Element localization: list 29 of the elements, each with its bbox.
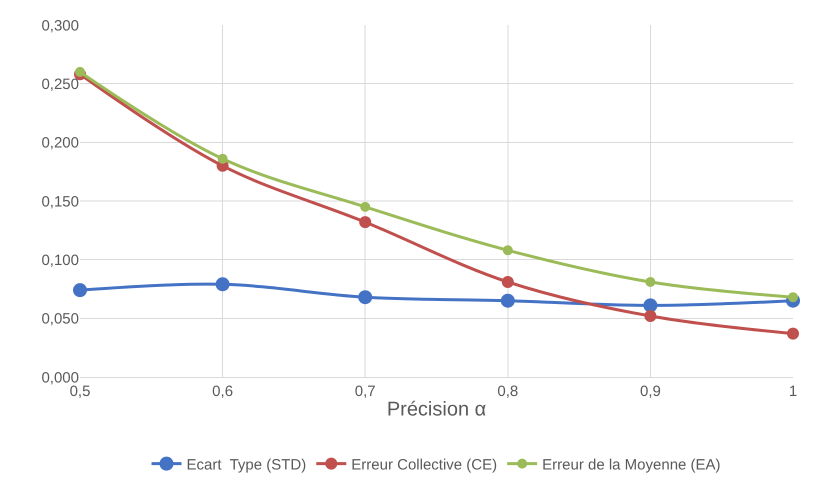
x-tick-label: 1 <box>788 383 798 400</box>
x-axis-title: Précision α <box>386 398 486 420</box>
y-tick-label: 0,200 <box>41 134 79 152</box>
point <box>787 328 799 340</box>
point <box>358 290 372 304</box>
y-tick-label: 0,150 <box>41 193 79 210</box>
point <box>359 216 372 228</box>
point <box>643 298 658 312</box>
point <box>75 66 85 77</box>
point <box>216 277 230 292</box>
x-tick-label: 0,8 <box>497 383 518 400</box>
point <box>360 202 370 212</box>
legend-label: Erreur Collective (CE) <box>351 456 498 474</box>
y-tick-label: 0,250 <box>41 76 79 93</box>
point <box>502 245 513 256</box>
legend-label: Erreur de la Moyenne (EA) <box>542 456 721 474</box>
point <box>644 310 656 322</box>
y-tick-label: 0,300 <box>41 17 79 34</box>
y-tick-label: 0,050 <box>41 310 79 328</box>
x-tick-label: 0,6 <box>212 383 234 400</box>
point <box>500 294 515 308</box>
point <box>73 283 87 298</box>
legend-label: Ecart Type (STD) <box>186 456 306 474</box>
point <box>645 276 656 287</box>
x-tick-label: 0,9 <box>640 383 661 400</box>
point <box>502 276 514 288</box>
x-tick-label: 0,7 <box>354 383 376 400</box>
point <box>218 154 228 164</box>
y-tick-label: 0,100 <box>41 252 79 269</box>
